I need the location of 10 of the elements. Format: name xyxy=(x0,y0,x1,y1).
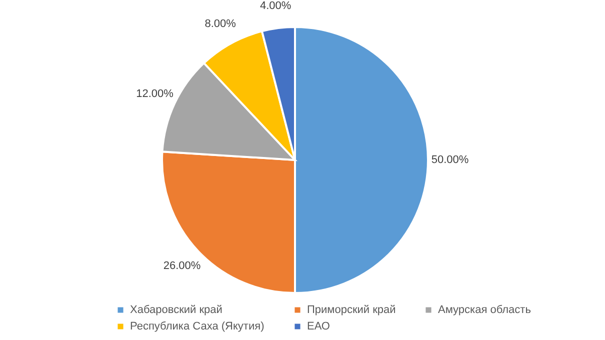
data-label: 12.00% xyxy=(136,88,174,100)
legend-label: ЕАО xyxy=(307,320,330,332)
data-label: 4.00% xyxy=(260,0,292,12)
legend-label: Республика Саха (Якутия) xyxy=(130,320,264,332)
legend-label: Хабаровский край xyxy=(130,304,222,316)
data-label: 26.00% xyxy=(163,260,201,272)
data-label: 8.00% xyxy=(204,18,236,30)
legend-label: Приморский край xyxy=(307,304,396,316)
data-label: 50.00% xyxy=(431,154,469,166)
legend-label: Амурская область xyxy=(438,304,532,316)
